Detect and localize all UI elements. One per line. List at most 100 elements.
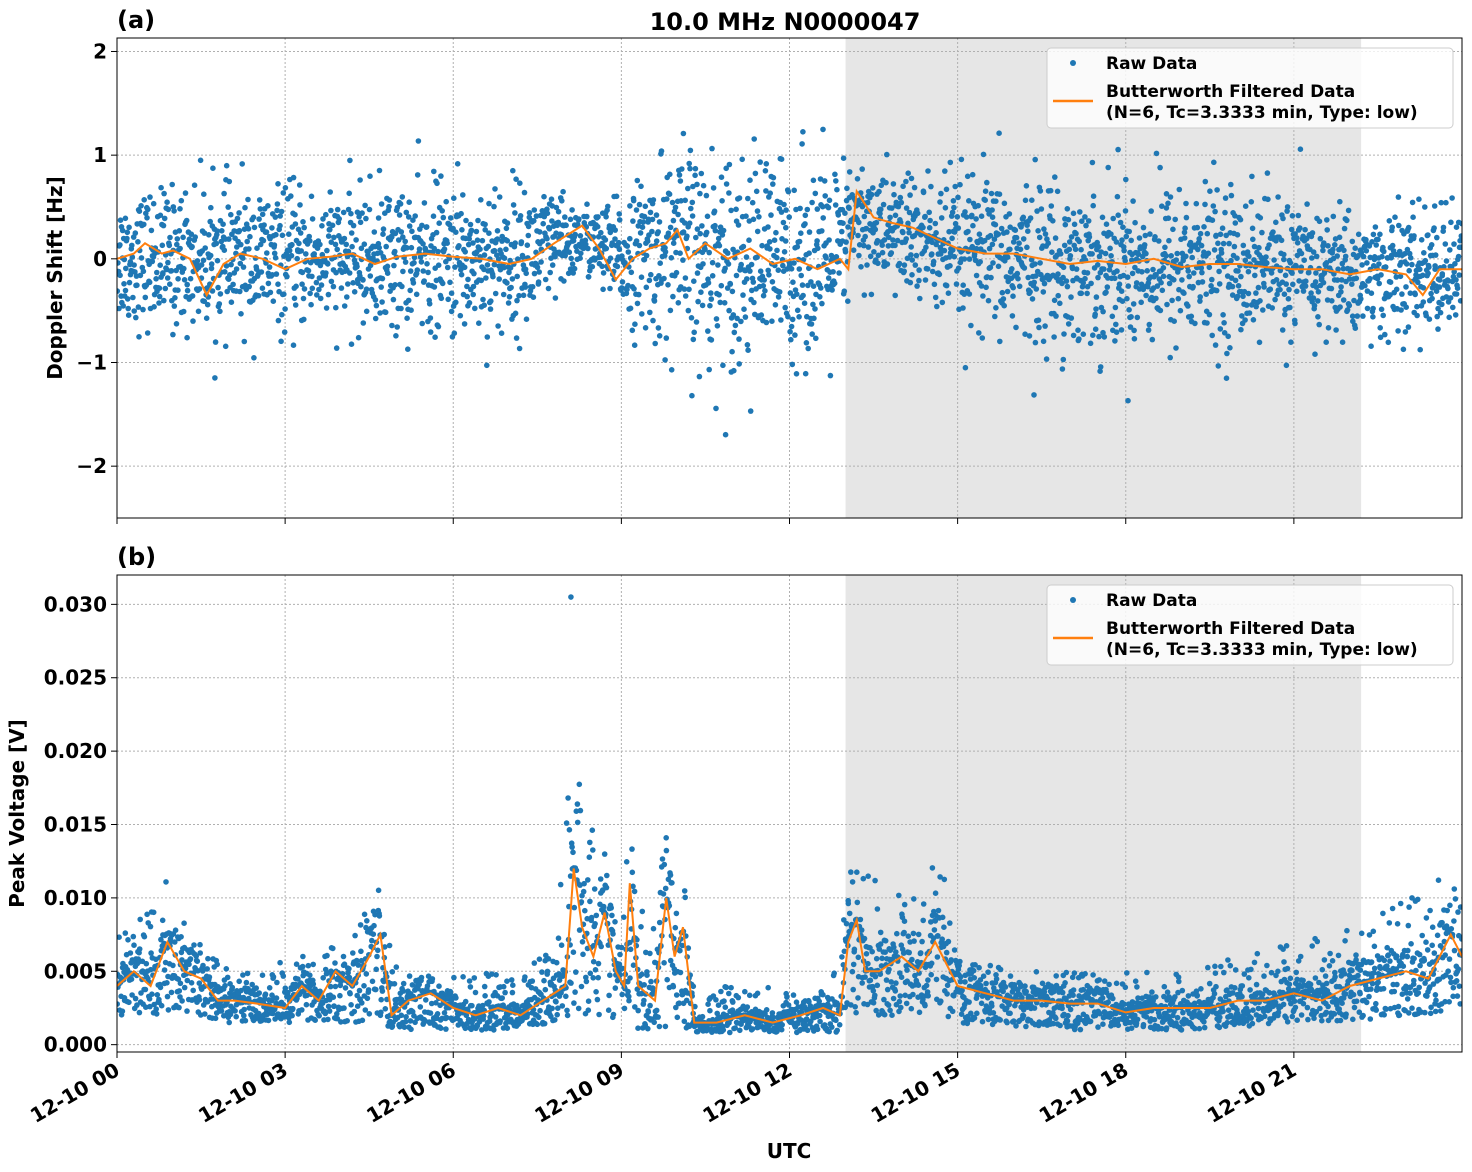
raw-data-point	[164, 980, 170, 986]
raw-data-point	[1440, 224, 1447, 231]
raw-data-point	[438, 173, 444, 179]
raw-data-point	[1292, 320, 1298, 327]
raw-data-point	[402, 238, 409, 245]
raw-data-point	[694, 181, 700, 188]
raw-data-point	[1035, 317, 1042, 324]
raw-data-point	[338, 1019, 344, 1025]
raw-data-point	[683, 997, 690, 1004]
raw-data-point	[561, 278, 567, 284]
raw-data-point	[377, 310, 383, 316]
raw-data-point	[1145, 327, 1152, 333]
raw-data-point	[569, 844, 575, 850]
raw-data-point	[1080, 331, 1087, 338]
raw-data-point	[495, 323, 501, 329]
raw-data-point	[161, 967, 168, 973]
raw-data-point	[896, 260, 903, 267]
raw-data-point	[1017, 246, 1024, 253]
raw-data-point	[376, 913, 383, 919]
raw-data-point	[241, 338, 248, 345]
raw-data-point	[542, 986, 549, 993]
raw-data-point	[125, 305, 131, 312]
raw-data-point	[555, 935, 562, 941]
raw-data-point	[563, 993, 569, 1000]
raw-data-point	[274, 207, 280, 214]
raw-data-point	[699, 1013, 706, 1020]
raw-data-point	[655, 1014, 661, 1020]
raw-data-point	[836, 1022, 843, 1028]
raw-data-point	[568, 980, 574, 986]
raw-data-point	[328, 278, 335, 285]
raw-data-point	[908, 175, 915, 182]
raw-data-point	[256, 216, 262, 222]
raw-data-point	[467, 984, 474, 990]
raw-data-point	[610, 931, 616, 937]
raw-data-point	[1095, 274, 1101, 281]
raw-data-point	[238, 311, 244, 317]
raw-data-point	[379, 299, 385, 305]
y-tick-label: 2	[93, 39, 107, 63]
raw-data-point	[292, 221, 299, 227]
raw-data-point	[125, 937, 131, 943]
raw-data-point	[1260, 272, 1267, 278]
raw-data-point	[767, 246, 773, 252]
raw-data-point	[1450, 304, 1456, 311]
raw-data-point	[1346, 302, 1353, 309]
raw-data-point	[313, 279, 320, 286]
raw-data-point	[770, 1014, 776, 1020]
raw-data-point	[417, 1004, 424, 1010]
raw-data-point	[409, 982, 416, 988]
raw-data-point	[574, 819, 581, 826]
raw-data-point	[223, 263, 230, 269]
raw-data-point	[359, 1000, 365, 1006]
raw-data-point	[1283, 362, 1290, 369]
raw-data-point	[728, 984, 734, 991]
raw-data-point	[1147, 231, 1153, 237]
raw-data-point	[969, 171, 976, 178]
raw-data-point	[1121, 247, 1127, 254]
raw-data-point	[1140, 224, 1147, 231]
raw-data-point	[168, 989, 175, 996]
raw-data-point	[1234, 293, 1241, 300]
raw-data-point	[831, 280, 838, 287]
raw-data-point	[1080, 280, 1086, 286]
raw-data-point	[1037, 260, 1043, 266]
raw-data-point	[766, 272, 772, 278]
raw-data-point	[1250, 317, 1257, 323]
raw-data-point	[668, 367, 675, 373]
raw-data-point	[244, 970, 251, 977]
raw-data-point	[358, 245, 365, 252]
raw-data-point	[696, 373, 703, 380]
raw-data-point	[962, 209, 968, 215]
raw-data-point	[147, 194, 153, 200]
raw-data-point	[495, 256, 502, 262]
raw-data-point	[834, 186, 840, 193]
raw-data-point	[126, 224, 132, 231]
raw-data-point	[1401, 251, 1408, 257]
raw-data-point	[183, 217, 190, 224]
raw-data-point	[158, 936, 164, 943]
raw-data-point	[1301, 257, 1307, 264]
raw-data-point	[1133, 280, 1140, 286]
raw-data-point	[964, 173, 971, 180]
raw-data-point	[433, 229, 440, 236]
raw-data-point	[266, 985, 273, 991]
raw-data-point	[481, 302, 488, 309]
raw-data-point	[461, 321, 468, 327]
raw-data-point	[909, 257, 915, 263]
raw-data-point	[1096, 253, 1103, 260]
raw-data-point	[1363, 236, 1369, 243]
raw-data-point	[722, 1004, 729, 1010]
raw-data-point	[567, 873, 574, 879]
raw-data-point	[1188, 313, 1195, 320]
raw-data-point	[1013, 234, 1020, 241]
raw-data-point	[300, 219, 306, 225]
raw-data-point	[1377, 231, 1383, 238]
raw-data-point	[124, 235, 130, 242]
raw-data-point	[236, 227, 243, 234]
raw-data-point	[1373, 242, 1379, 248]
raw-data-point	[233, 1013, 239, 1020]
raw-data-point	[174, 236, 181, 242]
raw-data-point	[537, 1007, 543, 1014]
raw-data-point	[729, 348, 735, 355]
